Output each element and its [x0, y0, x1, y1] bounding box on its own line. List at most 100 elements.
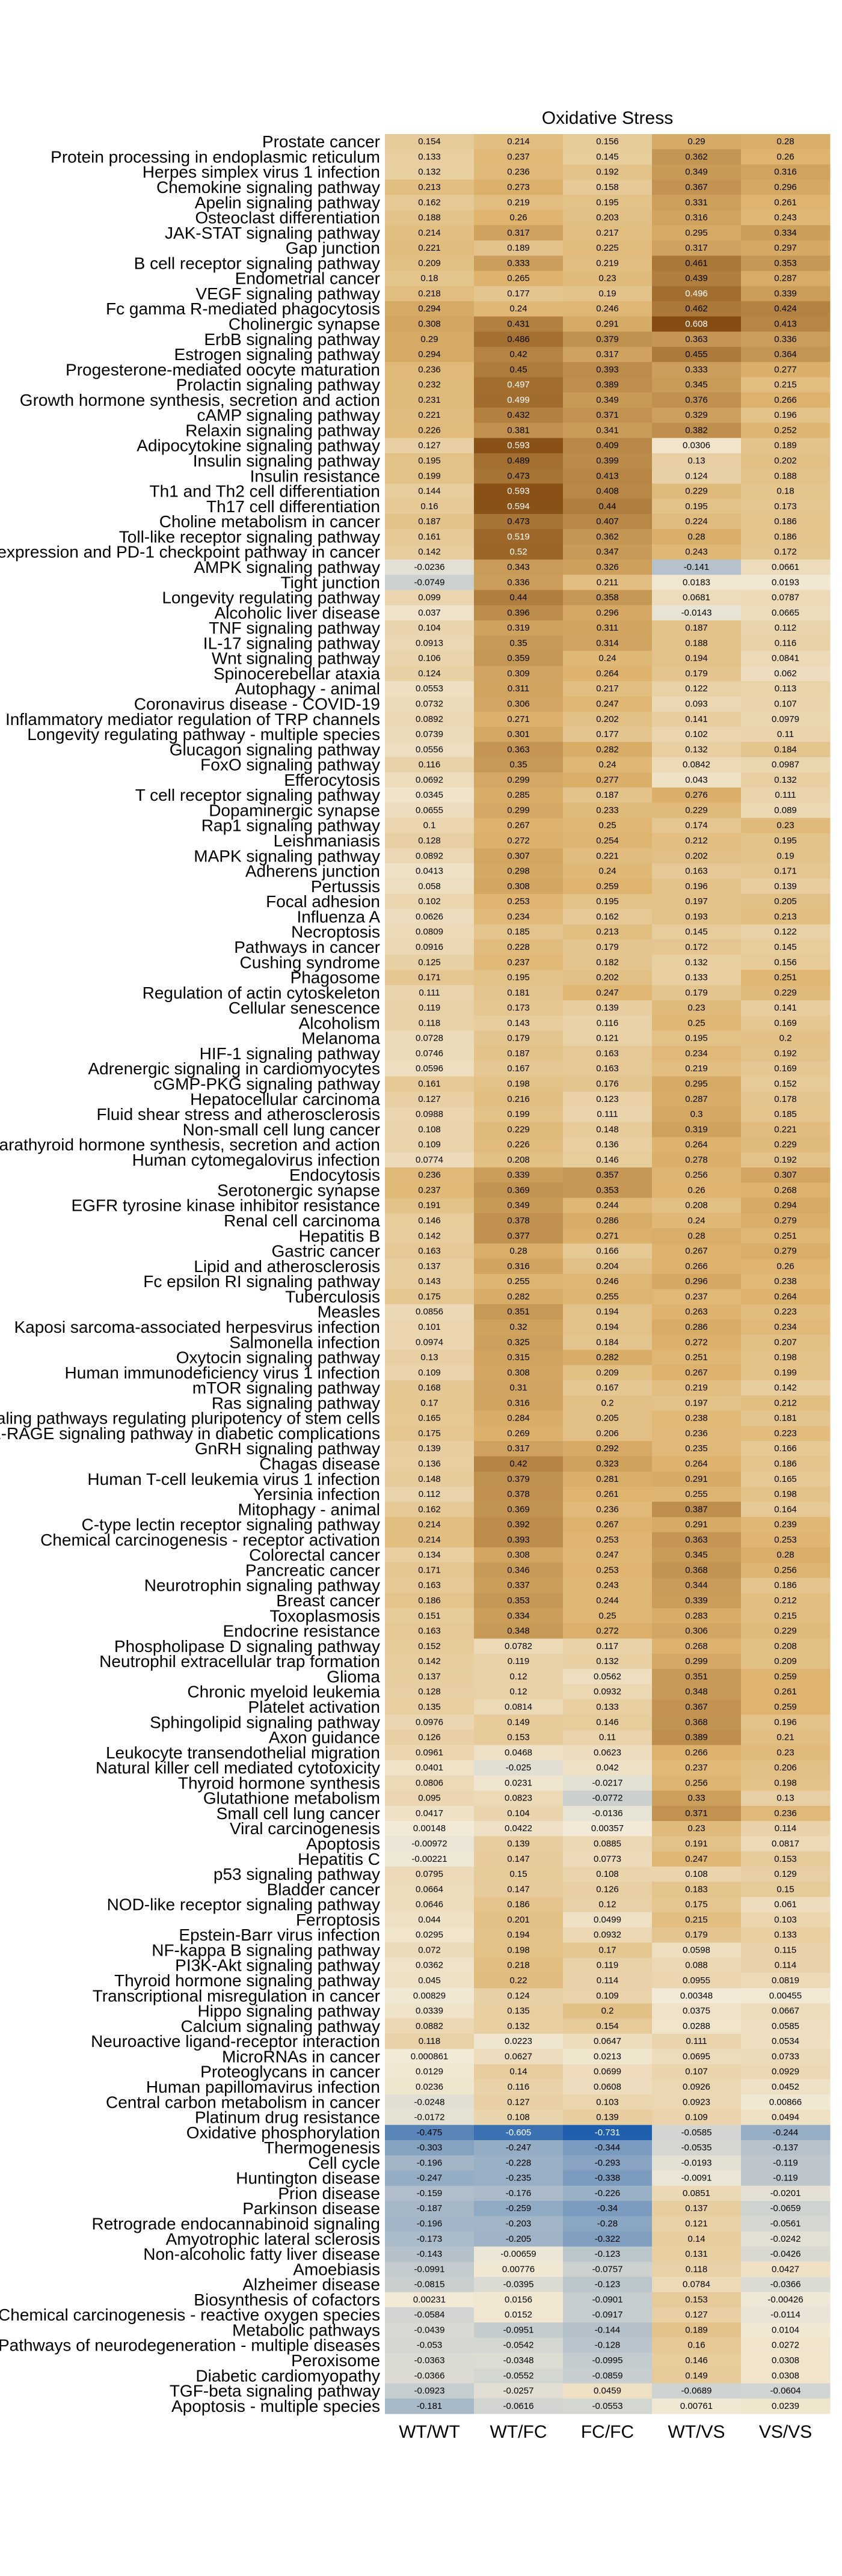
row-label: TGF-beta signaling pathway: [170, 2382, 380, 2400]
cell-value-label: 0.00455: [769, 1990, 802, 2001]
heatmap-cell: [474, 2352, 564, 2369]
heatmap-cell: [652, 225, 742, 241]
heatmap-cell: [474, 1243, 564, 1259]
cell-value-label: 0.118: [419, 2036, 440, 2046]
cell-value-label: -0.0172: [414, 2113, 445, 2123]
cell-value-label: 0.117: [597, 1641, 618, 1651]
heatmap-cell: [652, 1882, 742, 1897]
heatmap-cell: [652, 1395, 742, 1412]
row-label: ErbB signaling pathway: [204, 330, 380, 349]
heatmap-cell: [741, 1684, 831, 1700]
heatmap-cell: [563, 1699, 653, 1715]
heatmap-cell: [474, 863, 564, 880]
cell-value-label: 0.145: [685, 927, 708, 937]
row-label: Cushing syndrome: [240, 953, 380, 971]
cell-value-label: 0.344: [685, 1580, 708, 1591]
row-label: Peroxisome: [291, 2351, 380, 2370]
heatmap-cell: [563, 134, 653, 150]
heatmap-cell: [652, 271, 742, 287]
cell-value-label: 0.209: [774, 1656, 797, 1666]
heatmap-cell: [385, 1927, 475, 1943]
row-label: Platelet activation: [248, 1698, 380, 1716]
heatmap-cell: [563, 1745, 653, 1761]
heatmap-cell: [741, 210, 831, 226]
row-label: Prolactin signaling pathway: [176, 376, 380, 394]
heatmap-cell: [563, 1076, 653, 1092]
cell-value-label: 0.0987: [772, 760, 799, 770]
heatmap-cell: [563, 1532, 653, 1548]
row-label: Human papillomavirus infection: [146, 2078, 380, 2096]
heatmap-cell: [741, 1730, 831, 1746]
heatmap-cell: [385, 1030, 475, 1047]
heatmap-cell: [385, 757, 475, 773]
heatmap-cell: [563, 833, 653, 849]
heatmap-cell: [652, 1957, 742, 1974]
heatmap-cell: [563, 1927, 653, 1943]
cell-value-label: 0.26: [776, 151, 794, 162]
cell-value-label: -0.205: [506, 2234, 532, 2244]
cell-value-label: 0.0732: [416, 699, 443, 709]
heatmap-cell: [652, 2246, 742, 2262]
cell-value-label: -0.0426: [770, 2249, 801, 2259]
heatmap-cell: [741, 1410, 831, 1427]
cell-value-label: 0.126: [418, 1733, 441, 1743]
cell-value-label: 0.432: [507, 410, 530, 420]
cell-value-label: 0.473: [507, 516, 530, 527]
cell-value-label: 0.2: [779, 1033, 792, 1044]
cell-value-label: 0.000861: [411, 2051, 449, 2061]
cell-value-label: 0.192: [596, 167, 619, 177]
cell-value-label: 0.215: [685, 1915, 708, 1925]
heatmap-cell: [652, 665, 742, 682]
heatmap-cell: [385, 1669, 475, 1685]
heatmap-cell: [563, 1000, 653, 1016]
cell-value-label: 0.413: [596, 471, 619, 481]
heatmap-cell: [563, 1790, 653, 1807]
heatmap-cell: [385, 818, 475, 834]
heatmap-cell: [385, 955, 475, 970]
heatmap-cell: [741, 772, 831, 788]
cell-value-label: 0.121: [596, 1033, 619, 1044]
heatmap-cell: [563, 803, 653, 819]
cell-value-label: 0.357: [596, 1170, 619, 1180]
cell-value-label: 0.33: [687, 1793, 705, 1804]
heatmap-cell: [563, 2201, 653, 2217]
cell-value-label: 0.168: [418, 1383, 441, 1393]
heatmap-cell: [741, 1350, 831, 1366]
cell-value-label: 0.0596: [416, 1063, 443, 1074]
row-label: Renal cell carcinoma: [224, 1211, 380, 1230]
heatmap-cell: [474, 848, 564, 864]
heatmap-cell: [474, 301, 564, 317]
cell-value-label: 0.162: [418, 1504, 441, 1514]
heatmap-cell: [563, 1502, 653, 1517]
heatmap-cell: [652, 1517, 742, 1533]
heatmap-cell: [474, 316, 564, 332]
heatmap-cell: [385, 605, 475, 621]
cell-value-label: 0.282: [596, 744, 619, 754]
cell-value-label: 0.267: [685, 1368, 708, 1378]
cell-value-label: 0.45: [509, 364, 527, 375]
heatmap-cell: [563, 362, 653, 378]
heatmap-cell: [385, 1882, 475, 1897]
cell-value-label: 0.169: [774, 1018, 797, 1028]
cell-value-label: 0.358: [596, 593, 619, 603]
cell-value-label: 0.277: [774, 364, 797, 375]
row-label: Chronic myeloid leukemia: [187, 1683, 380, 1701]
row-label: Parkinson disease: [242, 2199, 380, 2218]
cell-value-label: 0.0974: [416, 1337, 443, 1347]
cell-value-label: 0.0699: [594, 2067, 621, 2077]
cell-value-label: -0.123: [595, 2249, 621, 2259]
cell-value-label: 0.152: [774, 1079, 797, 1089]
heatmap-cell: [474, 240, 564, 256]
cell-value-label: 0.232: [418, 380, 441, 390]
heatmap-cell: [652, 346, 742, 363]
heatmap-cell: [563, 149, 653, 165]
cell-value-label: 0.188: [418, 213, 441, 223]
cell-value-label: -0.0236: [414, 562, 445, 572]
cell-value-label: 0.133: [596, 1702, 619, 1712]
heatmap-cell: [563, 1775, 653, 1791]
cell-value-label: 0.28: [687, 531, 705, 542]
heatmap-cell: [385, 225, 475, 241]
row-label: HIF-1 signaling pathway: [200, 1044, 380, 1063]
heatmap-cell: [563, 650, 653, 667]
cell-value-label: 0.134: [418, 1550, 441, 1560]
